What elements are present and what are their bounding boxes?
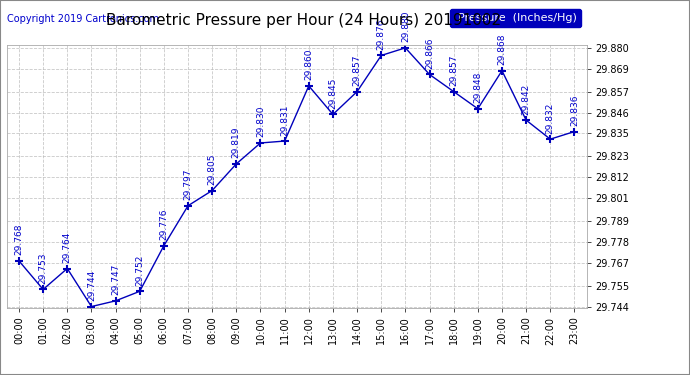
Text: 29.868: 29.868 [497,34,506,65]
Text: 29.747: 29.747 [111,264,120,295]
Text: 29.857: 29.857 [353,54,362,86]
Text: 29.880: 29.880 [401,11,410,42]
Text: 29.845: 29.845 [328,78,337,109]
Text: 29.866: 29.866 [425,38,434,69]
Text: 29.842: 29.842 [522,83,531,115]
Text: 29.752: 29.752 [135,254,144,286]
Text: 29.860: 29.860 [304,49,313,80]
Text: 29.797: 29.797 [184,169,193,200]
Text: 29.819: 29.819 [232,127,241,158]
Text: 29.768: 29.768 [14,224,23,255]
Text: 29.830: 29.830 [256,106,265,137]
Legend: Pressure  (Inches/Hg): Pressure (Inches/Hg) [450,9,581,27]
Text: Barometric Pressure per Hour (24 Hours) 20191002: Barometric Pressure per Hour (24 Hours) … [106,13,501,28]
Text: 29.764: 29.764 [63,232,72,263]
Text: 29.857: 29.857 [449,54,458,86]
Text: Copyright 2019 Cartronics.com: Copyright 2019 Cartronics.com [7,14,159,24]
Text: 29.848: 29.848 [473,72,482,103]
Text: 29.744: 29.744 [87,270,96,301]
Text: 29.832: 29.832 [546,102,555,134]
Text: 29.805: 29.805 [208,153,217,185]
Text: 29.831: 29.831 [280,104,289,135]
Text: 29.753: 29.753 [39,252,48,284]
Text: 29.776: 29.776 [159,209,168,240]
Text: 29.876: 29.876 [377,18,386,50]
Text: 29.836: 29.836 [570,94,579,126]
